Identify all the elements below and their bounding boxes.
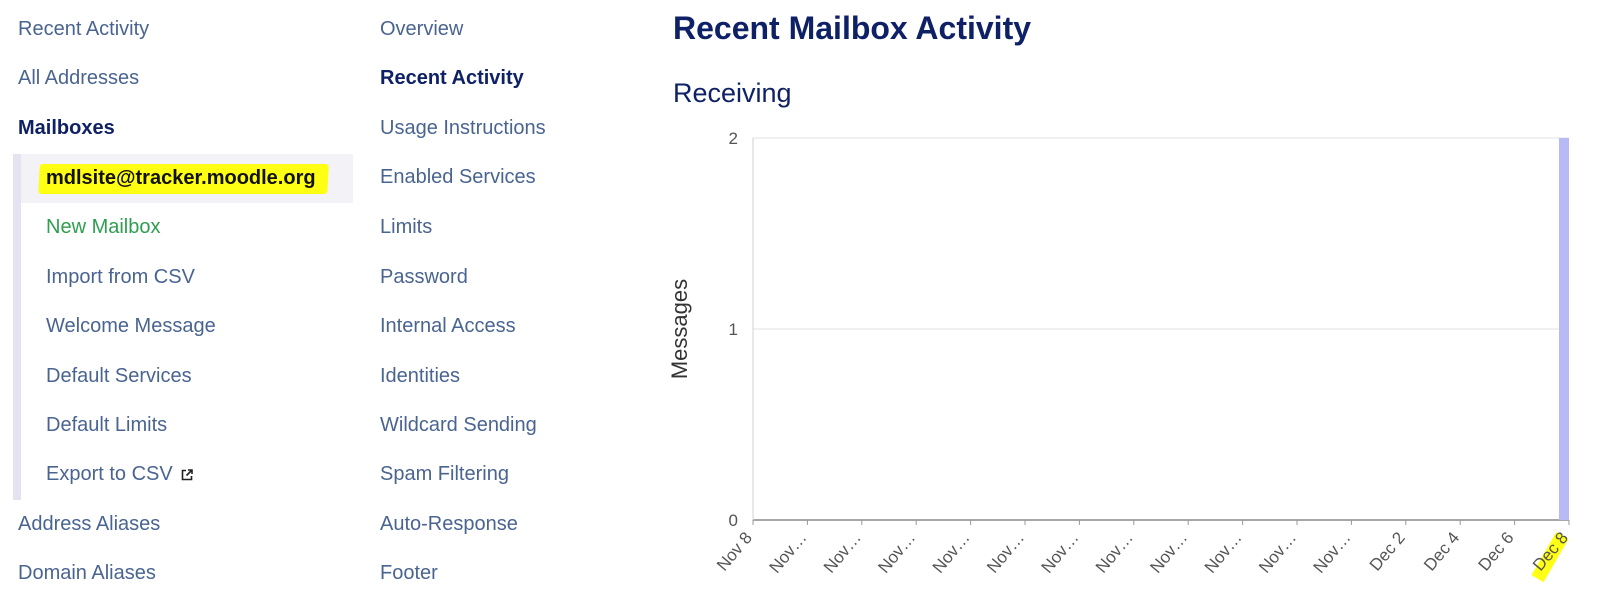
sidebar-item-domain-aliases[interactable]: Domain Aliases — [18, 562, 156, 584]
section-title: Receiving — [673, 78, 792, 108]
x-tick-label: Nov… — [1201, 528, 1246, 576]
subnav-auto-response[interactable]: Auto-Response — [380, 513, 518, 535]
subnav-limits[interactable]: Limits — [380, 216, 433, 238]
bar — [1559, 138, 1569, 520]
sidebar-item-all-addresses[interactable]: All Addresses — [18, 67, 140, 89]
x-tick-label: Nov… — [1038, 528, 1083, 576]
mailbox-item-active[interactable]: mdlsite@tracker.moodle.org — [46, 167, 316, 189]
subnav-recent-activity[interactable]: Recent Activity — [380, 67, 524, 89]
new-mailbox-link[interactable]: New Mailbox — [46, 216, 161, 238]
x-tick-label: Nov 8 — [713, 528, 756, 574]
highlight-mark — [1531, 531, 1569, 583]
x-tick-label: Nov… — [1310, 528, 1355, 576]
subnav-password[interactable]: Password — [380, 266, 468, 288]
default-services-link[interactable]: Default Services — [46, 365, 192, 387]
subnav-wildcard-sending[interactable]: Wildcard Sending — [380, 414, 537, 436]
x-tick-label: Dec 2 — [1366, 528, 1409, 574]
x-tick-label: Dec 4 — [1420, 528, 1463, 574]
x-tick-label: Nov… — [874, 528, 919, 576]
x-tick-label: Nov… — [1146, 528, 1191, 576]
x-tick-label: Nov… — [1255, 528, 1300, 576]
x-tick-label: Dec 6 — [1475, 528, 1518, 574]
sidebar-item-recent-activity[interactable]: Recent Activity — [18, 18, 150, 40]
sidebar-item-address-aliases[interactable]: Address Aliases — [18, 513, 161, 535]
subnav-usage-instructions[interactable]: Usage Instructions — [380, 117, 546, 139]
y-tick-label: 1 — [729, 320, 738, 339]
y-axis-label: Messages — [667, 279, 692, 379]
y-tick-label: 2 — [729, 129, 738, 148]
subnav-enabled-services[interactable]: Enabled Services — [380, 166, 536, 188]
subnav-spam-filtering[interactable]: Spam Filtering — [380, 463, 509, 485]
sidebar-item-mailboxes[interactable]: Mailboxes — [18, 117, 115, 139]
subnav-internal-access[interactable]: Internal Access — [380, 315, 516, 337]
welcome-message-link[interactable]: Welcome Message — [46, 315, 216, 337]
x-tick-label: Nov… — [929, 528, 974, 576]
y-tick-label: 0 — [729, 511, 738, 530]
x-tick-label: Nov… — [983, 528, 1028, 576]
subnav-overview[interactable]: Overview — [380, 18, 464, 40]
page-title: Recent Mailbox Activity — [673, 10, 1032, 46]
export-csv-label: Export to CSV — [46, 463, 173, 485]
x-tick-label: Nov… — [820, 528, 865, 576]
x-tick-label: Nov… — [1092, 528, 1137, 576]
subnav-identities[interactable]: Identities — [380, 365, 461, 387]
subnav-footer[interactable]: Footer — [380, 562, 438, 584]
export-csv-link[interactable]: Export to CSV — [46, 462, 193, 486]
mailbox-submenu-bar — [13, 154, 21, 500]
default-limits-link[interactable]: Default Limits — [46, 414, 168, 436]
x-tick-label: Nov… — [766, 528, 811, 576]
import-csv-link[interactable]: Import from CSV — [46, 266, 195, 288]
external-link-icon — [181, 469, 193, 481]
